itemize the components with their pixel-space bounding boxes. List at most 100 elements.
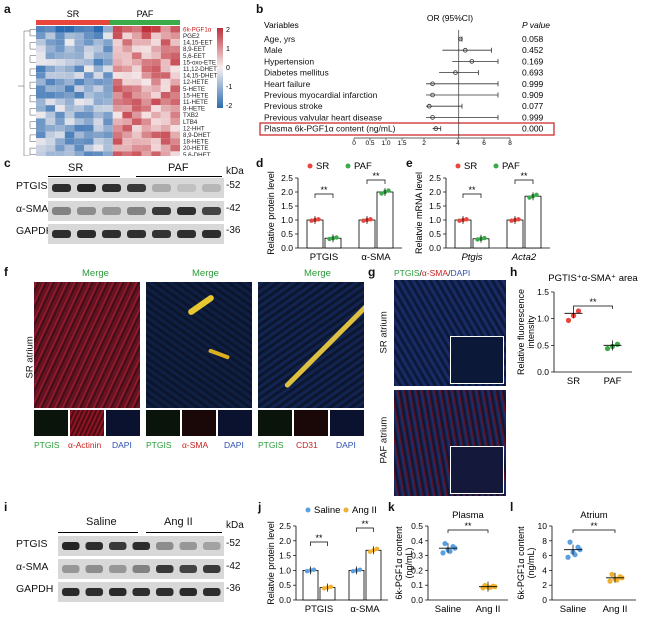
heatmap-row-label: 14,15-DHET <box>183 73 218 80</box>
heatmap-cell <box>132 85 142 92</box>
heatmap-cell <box>84 78 94 86</box>
wb-band <box>52 230 71 238</box>
y-tick-label: 0.2 <box>411 565 423 575</box>
heatmap-cell <box>103 144 113 152</box>
wb-band <box>77 207 96 215</box>
significance-label: ** <box>361 519 369 529</box>
heatmap-cell <box>122 125 132 132</box>
heatmap-cell <box>84 72 94 79</box>
heatmap-cell <box>74 45 84 53</box>
heatmap-cell <box>160 111 171 119</box>
heatmap-cell <box>74 39 84 46</box>
data-point <box>527 195 532 200</box>
heatmap-cell <box>103 131 113 139</box>
wb-band <box>77 230 96 238</box>
x-tick-label: Saline <box>435 604 461 615</box>
heatmap-cell <box>141 105 152 112</box>
forest-row-p: 0.999 <box>522 79 544 89</box>
heatmap-cell <box>84 131 94 139</box>
x-tick-label: Acta2 <box>511 252 537 263</box>
y-axis-label: 6k-PGF1α content <box>394 526 404 600</box>
heatmap-cell <box>122 72 132 79</box>
forest-axis-tick: 1.5 <box>397 140 406 146</box>
significance-label: ** <box>590 521 598 531</box>
heatmap-cell <box>103 65 113 73</box>
forest-row-label: Previous stroke <box>264 101 323 111</box>
heatmap-cell <box>151 92 161 99</box>
heatmap-row-label: 14,15-EET <box>183 40 213 47</box>
forest-row-p: 0.452 <box>522 45 544 55</box>
wb-band <box>202 184 221 192</box>
heatmap-cell <box>45 131 56 139</box>
heatmap-cell <box>45 138 56 145</box>
heatmap-cell <box>93 65 104 73</box>
heatmap-row-label: 12-HHT <box>183 125 205 132</box>
heatmap-cell <box>141 111 152 119</box>
forest-point <box>433 126 439 131</box>
y-tick-label: 10 <box>538 521 548 531</box>
heatmap-cell <box>160 65 171 73</box>
heatmap-cell <box>132 105 142 112</box>
heatmap-cell <box>45 59 56 66</box>
heatmap-cell <box>160 105 171 112</box>
forest-axis: 0 0.5 1.0 1.5 2 4 6 8 <box>352 30 512 146</box>
data-point <box>321 586 327 591</box>
heatmap-row-label: 8-HETE <box>183 106 205 113</box>
bar <box>376 191 394 249</box>
heatmap-cell <box>64 26 75 33</box>
legend-label: SR <box>464 161 477 172</box>
western-blot-c: SR PAF kDa PTGIS α-SMA GAPDH -52 -42 -36 <box>12 156 257 261</box>
heatmap-cell <box>64 39 75 46</box>
heatmap-cell <box>122 92 132 99</box>
wb-c-label-gapdh: GAPDH <box>16 225 54 237</box>
heatmap-cell <box>84 32 94 40</box>
forest-point <box>430 115 435 120</box>
heatmap-cell <box>84 144 94 152</box>
forest-point <box>430 81 435 87</box>
g-title: PTGIS/α-SMA/DAPI <box>394 268 471 278</box>
heatmap-cell <box>74 72 84 79</box>
heatmap-cell <box>112 144 123 152</box>
heatmap-cell <box>64 59 75 66</box>
chart-k: Plasma 0.0 0.1 0.2 0.3 0.4 0.5 6k-PGF1α content… <box>394 510 508 615</box>
heatmap-cell <box>64 118 75 125</box>
wb-band <box>202 207 221 215</box>
heatmap-cell <box>103 105 113 112</box>
heatmap-cell <box>141 131 152 139</box>
y-tick-label: 1.0 <box>279 565 291 575</box>
panel-label-a: a <box>4 2 11 16</box>
wb-i-group-saline: Saline <box>86 516 117 528</box>
heatmap-cell <box>103 78 113 86</box>
heatmap-cell <box>141 92 152 99</box>
heatmap-cell <box>55 78 65 86</box>
wb-band <box>109 565 127 573</box>
heatmap-row-label: 5,6-EET <box>183 53 206 60</box>
y-tick-label: 0.0 <box>281 243 293 253</box>
heatmap-cell <box>103 39 113 46</box>
forest-row-label: Male <box>264 45 283 55</box>
f-sub-label-3-1: PTGIS <box>258 440 284 450</box>
heatmap-cell <box>74 144 84 152</box>
y-tick-label: 8 <box>542 536 547 546</box>
wb-i-label-gapdh: GAPDH <box>16 583 54 595</box>
heatmap-cell <box>141 151 152 156</box>
heatmap-cell <box>36 59 46 66</box>
heatmap-row-label: 12-HETE <box>183 79 208 86</box>
y-tick-label: 4 <box>542 565 547 575</box>
wb-band <box>102 230 121 238</box>
heatmap-cell <box>55 45 65 53</box>
heatmap-cell <box>84 118 94 125</box>
y-tick-label: 2.5 <box>429 173 441 183</box>
heatmap-cell <box>93 118 104 125</box>
heatmap-cell <box>151 59 161 66</box>
forest-row-label: Previous myocardial infarction <box>264 90 378 100</box>
significance-label: ** <box>520 171 528 181</box>
heatmap-cell <box>45 151 56 156</box>
heatmap-cell <box>74 26 84 33</box>
heatmap-cell <box>170 111 180 119</box>
wb-c-label-sma: α-SMA <box>16 203 49 215</box>
heatmap-cell <box>74 59 84 66</box>
heatmap-cell <box>36 32 46 40</box>
wb-band <box>177 207 196 215</box>
heatmap-cell <box>36 131 46 139</box>
